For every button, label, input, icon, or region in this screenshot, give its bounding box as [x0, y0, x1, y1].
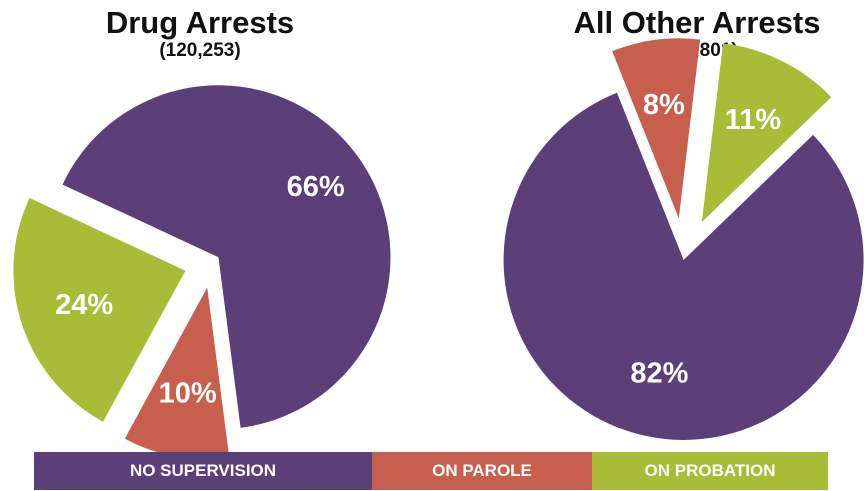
drug-arrests-title: Drug Arrests	[105, 5, 295, 40]
pie2-label-on-parole: 8%	[643, 89, 685, 121]
pie1-label-no-supervision: 66%	[287, 171, 345, 203]
legend: NO SUPERVISION ON PAROLE ON PROBATION	[34, 452, 828, 490]
legend-no-supervision: NO SUPERVISION	[34, 452, 372, 490]
pie2-slice-no-supervision	[503, 92, 864, 440]
drug-arrests-title-block: Drug Arrests (120,253)	[40, 6, 360, 62]
pie1-slice-on-parole	[124, 287, 230, 460]
pie2-label-on-probation: 11%	[725, 104, 782, 136]
pie1-label-on-probation: 24%	[55, 289, 113, 321]
pie1-label-on-parole: 10%	[159, 377, 217, 409]
drug-arrests-count: (120,253)	[159, 40, 241, 61]
pie1-slice-on-probation	[13, 198, 186, 422]
other-arrests-title: All Other Arrests	[573, 5, 821, 40]
pie2-slice-on-probation	[701, 43, 832, 223]
legend-on-parole: ON PAROLE	[372, 452, 592, 490]
legend-on-probation: ON PROBATION	[592, 452, 828, 490]
pie2-slice-on-parole	[612, 38, 701, 219]
pie2-label-no-supervision: 82%	[630, 358, 688, 390]
pie1-slice-no-supervision	[62, 85, 391, 428]
